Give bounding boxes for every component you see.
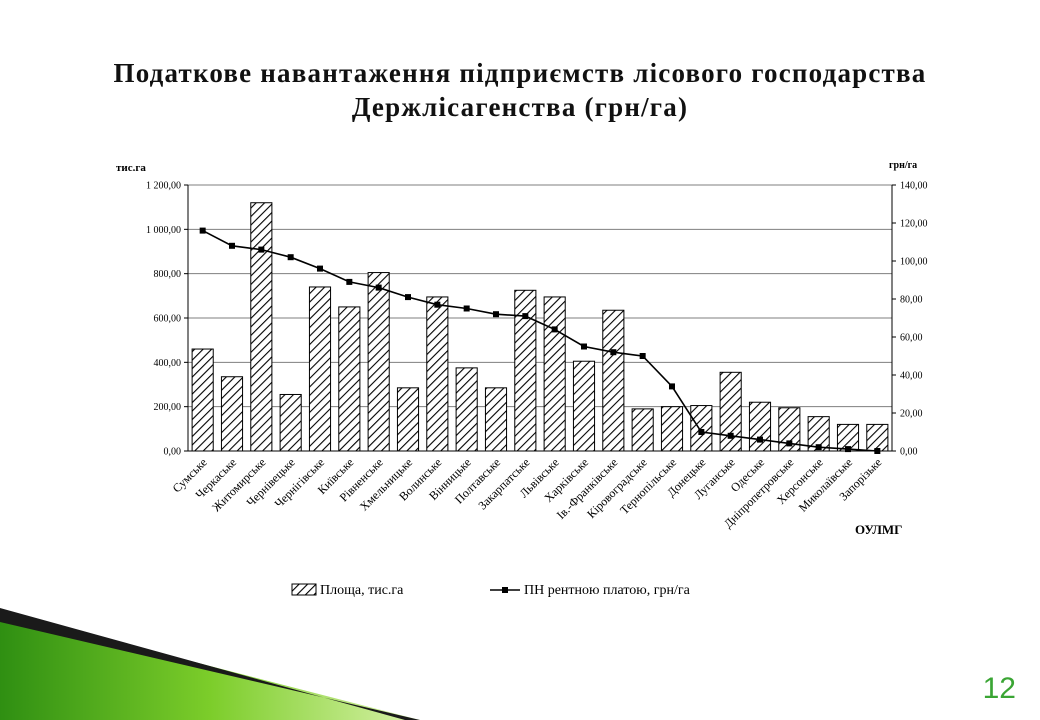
legend-bar-swatch bbox=[291, 583, 317, 596]
right-tick-label: 60,00 bbox=[900, 333, 923, 344]
right-tick-label: 120,00 bbox=[900, 219, 928, 230]
right-tick-label: 20,00 bbox=[900, 409, 923, 420]
series-line bbox=[202, 229, 878, 452]
bar bbox=[602, 309, 625, 452]
slide-title: Податкове навантаження підприємств лісов… bbox=[0, 56, 1040, 124]
line-point bbox=[815, 444, 822, 451]
bar bbox=[338, 306, 361, 452]
line-point bbox=[317, 265, 323, 272]
bar bbox=[690, 405, 713, 452]
bar bbox=[719, 371, 742, 452]
bar bbox=[484, 387, 508, 452]
line-point bbox=[639, 353, 646, 359]
line-point bbox=[727, 432, 734, 439]
right-tick-label: 140,00 bbox=[900, 181, 928, 192]
line-point bbox=[229, 242, 235, 249]
right-tick-label: 40,00 bbox=[900, 371, 923, 382]
bar bbox=[250, 202, 273, 452]
line-point bbox=[493, 311, 499, 318]
bar bbox=[572, 360, 596, 452]
left-tick-label: 1 200,00 bbox=[146, 181, 181, 192]
line-point bbox=[434, 301, 441, 308]
line-point bbox=[258, 246, 265, 253]
legend-line-marker bbox=[502, 587, 508, 593]
line-point bbox=[757, 436, 763, 443]
line-point bbox=[463, 305, 470, 312]
right-tick-label: 0,00 bbox=[900, 447, 918, 458]
line-series bbox=[199, 227, 881, 454]
bar-series bbox=[191, 202, 889, 452]
line-point bbox=[698, 429, 705, 435]
page-number: 12 bbox=[982, 672, 1016, 705]
right-axis-unit: грн/га bbox=[889, 160, 917, 171]
slide-title-line-1: Податкове навантаження підприємств лісов… bbox=[113, 58, 927, 88]
bar bbox=[455, 367, 478, 452]
bar bbox=[866, 423, 889, 452]
bar bbox=[660, 406, 684, 452]
left-axis-unit: тис.га bbox=[116, 162, 146, 174]
slide-title-line-2: Держлісагенства (грн/га) bbox=[351, 92, 689, 122]
bar bbox=[367, 272, 390, 452]
gridlines bbox=[188, 184, 892, 452]
right-tick-label: 80,00 bbox=[900, 295, 923, 306]
left-tick-label: 1 000,00 bbox=[146, 225, 181, 236]
line-point bbox=[845, 446, 851, 453]
bar bbox=[631, 408, 654, 452]
bar bbox=[396, 387, 420, 452]
line-point bbox=[669, 383, 675, 390]
line-point bbox=[581, 343, 587, 350]
legend-bar-label: Площа, тис.га bbox=[320, 583, 404, 598]
axes: 0,00 200,00 400,00 600,00 800,00 1 000,00 1 20… bbox=[116, 160, 928, 537]
line-point bbox=[522, 313, 529, 320]
bar bbox=[308, 286, 332, 452]
right-tick-label: 100,00 bbox=[900, 257, 928, 268]
bar bbox=[543, 296, 566, 452]
bar bbox=[191, 348, 214, 452]
line-point bbox=[375, 284, 382, 291]
left-tick-label: 800,00 bbox=[154, 269, 182, 280]
bar bbox=[748, 401, 772, 452]
left-tick-label: 200,00 bbox=[154, 402, 182, 413]
line-point bbox=[346, 278, 353, 285]
x-axis-label: ОУЛМГ bbox=[855, 522, 902, 537]
legend: Площа, тис.га ПН рентною платою, грн/га bbox=[291, 583, 691, 598]
bar bbox=[426, 296, 449, 452]
left-tick-label: 600,00 bbox=[154, 314, 182, 325]
bar bbox=[279, 393, 302, 452]
left-tick-label: 400,00 bbox=[154, 358, 182, 369]
bar bbox=[220, 376, 244, 452]
line-point bbox=[287, 254, 294, 261]
legend-line-label: ПН рентною платою, грн/га bbox=[524, 583, 691, 598]
line-point bbox=[786, 440, 793, 447]
line-point bbox=[199, 227, 206, 234]
line-point bbox=[405, 294, 411, 301]
line-point bbox=[610, 349, 617, 356]
left-tick-label: 0,00 bbox=[164, 447, 182, 458]
line-point bbox=[551, 326, 558, 333]
